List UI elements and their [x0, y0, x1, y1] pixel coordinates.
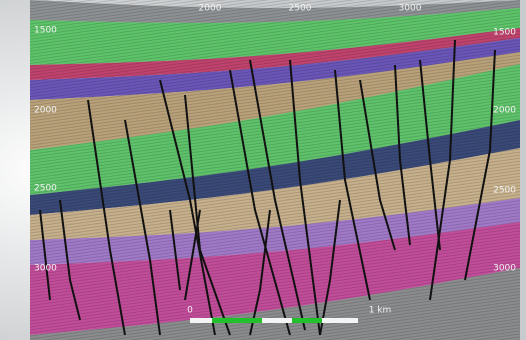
left-depth-label: 1500 [34, 26, 57, 36]
left-depth-label: 2500 [34, 184, 57, 194]
right-depth-label: 1500 [493, 28, 516, 38]
left-depth-label: 3000 [34, 264, 57, 274]
right-depth-label: 2500 [493, 186, 516, 196]
page: 2000 2500 3000 1500 2000 2500 3000 1500 2000 2500… [0, 0, 526, 340]
left-depth-label: 2000 [34, 106, 57, 116]
top-depth-label: 2000 [199, 4, 222, 14]
scale-bar-segment [212, 318, 262, 323]
top-depth-label: 2500 [289, 4, 312, 14]
scale-bar-segment [292, 318, 322, 323]
top-depth-label: 3000 [399, 4, 422, 14]
seismic-view: 2000 2500 3000 1500 2000 2500 3000 1500 2000 2500… [0, 0, 526, 340]
seismic-texture [30, 0, 520, 340]
right-depth-label: 2000 [493, 106, 516, 116]
right-depth-label: 3000 [493, 264, 516, 274]
scale-label: 1 km [369, 306, 392, 316]
scale-label: 0 [187, 306, 193, 316]
scale-bar [190, 318, 358, 323]
